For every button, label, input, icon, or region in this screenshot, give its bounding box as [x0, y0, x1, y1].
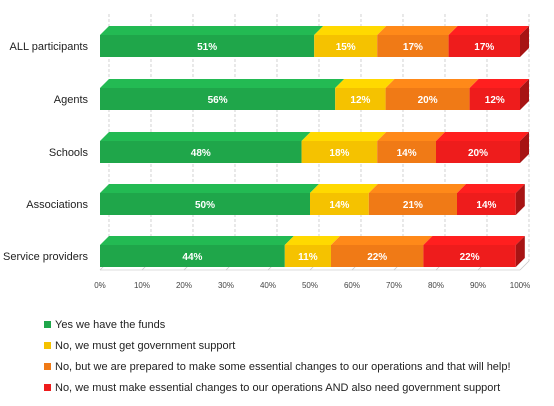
bar-segment: [331, 245, 424, 267]
bar-segment-top: [100, 236, 294, 245]
data-label: 21%: [403, 200, 423, 211]
x-tick-label: 80%: [428, 281, 444, 290]
bar-segment: [100, 88, 336, 110]
category-label: ALL participants: [10, 41, 89, 53]
x-tick-label: 20%: [176, 281, 192, 290]
bar-segment: [100, 245, 285, 267]
data-label: 50%: [195, 200, 215, 211]
legend-swatch: [44, 363, 51, 370]
bar-segment-top: [100, 184, 319, 193]
bar-segment: [284, 245, 331, 267]
legend: Yes we have the funds No, we must get gov…: [44, 314, 544, 398]
x-tick-label: 70%: [386, 281, 402, 290]
bar-segment: [436, 141, 520, 163]
legend-item: No, but we are prepared to make some ess…: [44, 356, 544, 377]
data-label: 48%: [191, 148, 211, 159]
x-tick-label: 100%: [510, 281, 530, 290]
data-label: 20%: [468, 148, 488, 159]
data-label: 17%: [474, 42, 494, 53]
legend-label: No, we must make essential changes to ou…: [55, 381, 501, 394]
bar-segment: [368, 193, 457, 215]
data-label: 12%: [485, 95, 505, 106]
bar-segment-side: [520, 26, 529, 57]
data-label: 15%: [336, 42, 356, 53]
bar-segment: [100, 35, 315, 57]
data-label: 14%: [476, 200, 496, 211]
bar-segment: [377, 35, 449, 57]
data-label: 14%: [397, 148, 417, 159]
bar-segment-top: [284, 236, 340, 245]
x-tick-label: 90%: [470, 281, 486, 290]
bar-segment-top: [423, 236, 525, 245]
bar-segment-top: [100, 79, 345, 88]
bar-segment-top: [331, 236, 433, 245]
data-label: 44%: [182, 252, 202, 263]
data-label: 14%: [329, 200, 349, 211]
gridline-floor: [519, 260, 530, 271]
legend-item: No, we must make essential changes to ou…: [44, 377, 544, 398]
bar-segment: [457, 193, 516, 215]
bar-segment-top: [448, 26, 529, 35]
bar-segment-top: [436, 132, 529, 141]
bar-segment: [335, 88, 386, 110]
bar-segment: [310, 193, 369, 215]
x-tick-label: 60%: [344, 281, 360, 290]
bar-segment-top: [377, 132, 445, 141]
x-tick-label: 40%: [260, 281, 276, 290]
bar-segment-side: [520, 132, 529, 163]
bar-segment: [100, 193, 310, 215]
legend-swatch: [44, 384, 51, 391]
bar-segment: [469, 88, 520, 110]
category-label: Service providers: [3, 251, 88, 263]
bar-segment: [448, 35, 520, 57]
category-label: Associations: [26, 199, 88, 211]
bar-segment: [301, 141, 378, 163]
bar-segment: [314, 35, 378, 57]
legend-label: No, we must get government support: [55, 339, 236, 352]
bar-segment-top: [314, 26, 387, 35]
category-label: Agents: [54, 94, 89, 106]
x-tick-label: 50%: [302, 281, 318, 290]
data-label: 20%: [418, 95, 438, 106]
bar-segment-top: [368, 184, 466, 193]
bar-segment-top: [100, 26, 324, 35]
data-label: 12%: [350, 95, 370, 106]
bar-segment-top: [310, 184, 378, 193]
legend-item: Yes we have the funds: [44, 314, 544, 335]
bar-segment-top: [335, 79, 395, 88]
bar-segment-top: [377, 26, 458, 35]
bar-segment-top: [457, 184, 525, 193]
x-tick-label: 0%: [94, 281, 106, 290]
bar-segment-top: [385, 79, 479, 88]
data-label: 18%: [329, 148, 349, 159]
bar-segment: [100, 141, 302, 163]
stacked-bar-chart: 0% 10% 20% 30% 40% 50% 60% 70% 80% 90% 100% ALL par…: [3, 14, 530, 290]
bar-segment-top: [100, 132, 311, 141]
bar-segment: [385, 88, 470, 110]
bar-segment: [423, 245, 516, 267]
bar-segment-side: [515, 184, 525, 215]
legend-swatch: [44, 342, 51, 349]
bar-segment-top: [469, 79, 529, 88]
category-label: Schools: [49, 147, 89, 159]
legend-label: No, but we are prepared to make some ess…: [55, 360, 511, 373]
data-label: 11%: [298, 252, 318, 263]
bar-segment: [377, 141, 436, 163]
legend-label: Yes we have the funds: [55, 318, 166, 331]
data-label: 51%: [197, 42, 217, 53]
x-tick-label: 30%: [218, 281, 234, 290]
legend-swatch: [44, 321, 51, 328]
data-label: 56%: [208, 95, 228, 106]
data-label: 22%: [460, 252, 480, 263]
data-label: 22%: [367, 252, 387, 263]
data-label: 17%: [403, 42, 423, 53]
x-tick-label: 10%: [134, 281, 150, 290]
bar-segment-side: [515, 236, 525, 267]
legend-item: No, we must get government support: [44, 335, 544, 356]
bar-segment-top: [301, 132, 387, 141]
bar-segment-side: [520, 79, 529, 110]
